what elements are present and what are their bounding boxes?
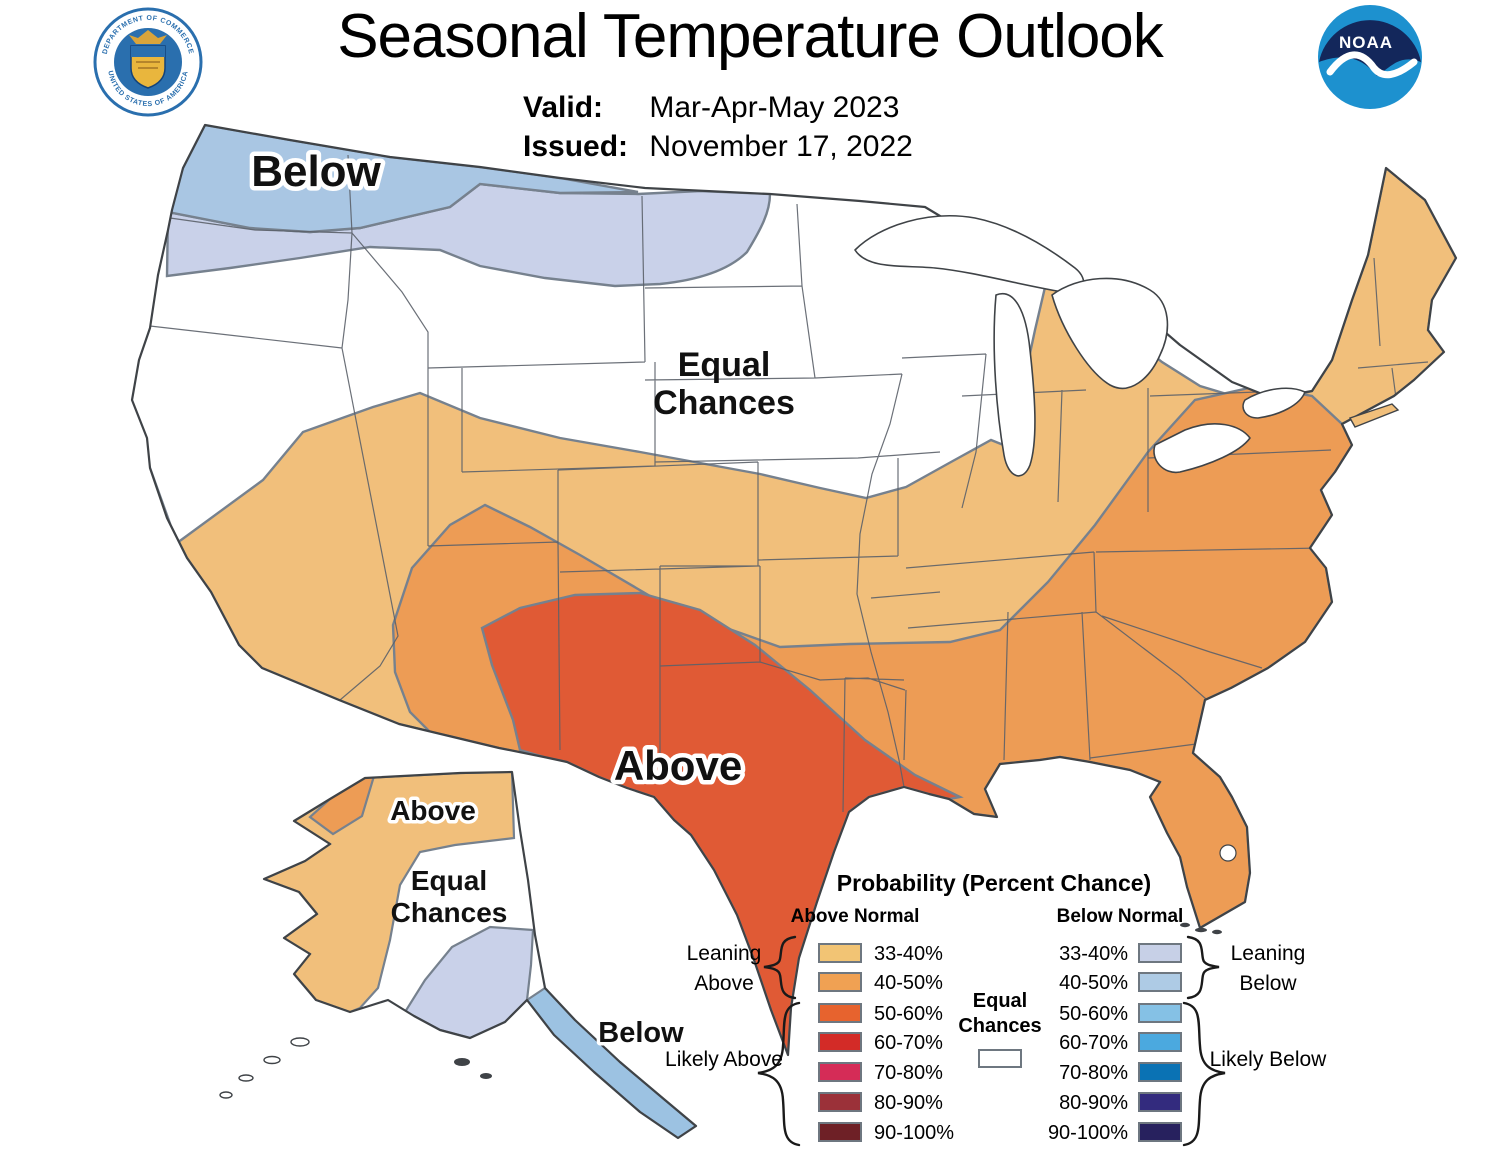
swatch-below-80-90: [1138, 1092, 1182, 1112]
range-below-4: 70-80%: [1059, 1062, 1128, 1084]
valid-value: Mar-Apr-May 2023: [649, 91, 900, 124]
swatch-below-70-80: [1138, 1062, 1182, 1082]
lake-okeechobee: [1219, 844, 1237, 862]
swatch-above-40-50: [818, 972, 862, 992]
issued-line: Issued: November 17, 2022: [523, 127, 913, 166]
svg-text:Below: Below: [598, 1017, 684, 1049]
svg-text:Below: Below: [251, 147, 381, 196]
brace-likely-below: [1182, 1001, 1226, 1147]
alaska-map: [219, 770, 698, 1140]
range-above-1: 40-50%: [874, 972, 943, 994]
label-conus-above: Above: [614, 742, 742, 789]
commerce-eagle-icon: [129, 30, 167, 44]
swatch-above-60-70: [818, 1032, 862, 1052]
range-above-0: 33-40%: [874, 943, 943, 965]
legend-below-normal-header: Below Normal: [1056, 906, 1184, 927]
swatch-below-33-40: [1138, 943, 1182, 963]
range-above-6: 90-100%: [874, 1122, 955, 1144]
valid-label: Valid:: [523, 91, 604, 124]
long-island: [1348, 403, 1400, 428]
label-alaska-equal-2: Chances: [391, 897, 508, 928]
lake-michigan: [993, 292, 1036, 477]
legend-leaning-below: Leaning Below: [1230, 942, 1306, 995]
state-borders: [149, 154, 1429, 813]
page-title: Seasonal Temperature Outlook: [337, 2, 1164, 71]
valid-line: Valid: Mar-Apr-May 2023: [523, 88, 913, 127]
label-alaska-above: Above: [390, 795, 476, 826]
brace-likely-above: [757, 1001, 801, 1147]
kodiak-islands: [454, 1058, 492, 1079]
label-conus-below: Below: [251, 147, 381, 196]
label-alaska-equal-1: Equal: [411, 865, 487, 896]
range-above-5: 80-90%: [874, 1092, 943, 1114]
alaska-coastline: [262, 770, 698, 1140]
label-conus-equal-2: Chances: [653, 384, 795, 422]
range-below-5: 80-90%: [1059, 1092, 1128, 1114]
svg-text:Above: Above: [614, 742, 742, 789]
swatch-below-60-70: [1138, 1032, 1182, 1052]
brace-leaning-above: [763, 935, 797, 1000]
label-alaska-below: Below: [598, 1017, 684, 1049]
legend-above-normal-header: Above Normal: [790, 906, 920, 927]
range-below-6: 90-100%: [1047, 1122, 1128, 1144]
range-above-4: 70-80%: [874, 1062, 943, 1084]
range-above-2: 50-60%: [874, 1003, 943, 1025]
svg-text:Above: Above: [390, 795, 476, 826]
swatch-above-70-80: [818, 1062, 862, 1082]
conus-map: [130, 123, 1458, 1057]
conus-coastline: [130, 123, 1458, 1057]
range-above-3: 60-70%: [874, 1032, 943, 1054]
commerce-seal: DEPARTMENT OF COMMERCE UNITED STATES OF …: [93, 7, 203, 117]
noaa-gull-icon: [1326, 51, 1418, 79]
swatch-below-40-50: [1138, 972, 1182, 992]
lake-ontario: [1242, 387, 1306, 419]
label-conus-equal-1: Equal: [678, 346, 771, 384]
legend-braces: [757, 935, 1226, 1147]
noaa-logo-text: NOAA: [1339, 33, 1393, 52]
swatch-above-90-100: [818, 1122, 862, 1142]
legend-likely-above: Likely Above: [665, 1048, 783, 1071]
swatch-below-90-100: [1138, 1122, 1182, 1142]
legend-likely-below: Likely Below: [1209, 1048, 1327, 1071]
legend-title: Probability (Percent Chance): [836, 870, 1152, 896]
range-below-3: 60-70%: [1059, 1032, 1128, 1054]
legend-leaning-above: Leaning Above: [686, 942, 762, 995]
florida-keys: [1180, 922, 1222, 935]
range-below-2: 50-60%: [1059, 1003, 1128, 1025]
swatch-below-50-60: [1138, 1003, 1182, 1023]
lake-erie: [1153, 423, 1251, 474]
lake-huron: [1051, 277, 1169, 390]
swatch-above-33-40: [818, 943, 862, 963]
range-below-1: 40-50%: [1059, 972, 1128, 994]
legend-equal-chances-label: Equal Chances: [958, 990, 1042, 1037]
brace-leaning-below: [1186, 935, 1220, 1000]
noaa-logo-sky: [1319, 20, 1421, 77]
noaa-logo: NOAA: [1318, 5, 1422, 109]
issuance-meta: Valid: Mar-Apr-May 2023 Issued: November…: [523, 88, 913, 166]
aleutian-islands: [219, 1037, 310, 1099]
issued-label: Issued:: [523, 130, 629, 163]
swatch-above-80-90: [818, 1092, 862, 1112]
great-lakes: [854, 215, 1306, 477]
region-conus-below-33-40: [165, 182, 772, 288]
range-below-0: 33-40%: [1059, 943, 1128, 965]
legend-equal-chances-swatch: [978, 1049, 1022, 1068]
issued-value: November 17, 2022: [649, 130, 913, 163]
swatch-above-50-60: [818, 1003, 862, 1023]
